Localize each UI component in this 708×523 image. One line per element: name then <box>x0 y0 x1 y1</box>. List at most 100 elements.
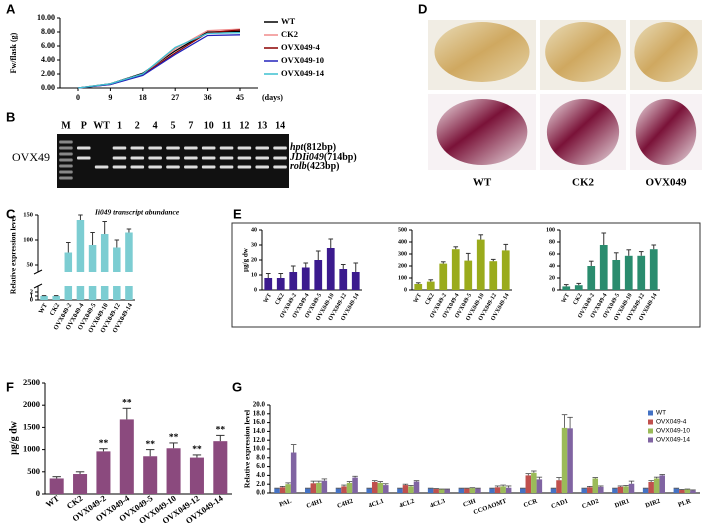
bar <box>574 285 583 290</box>
bar <box>397 488 403 493</box>
gel-band <box>112 146 127 150</box>
band-label: hpt(812bp) <box>290 142 336 153</box>
y-tick-label: 60 <box>549 251 555 257</box>
y-tick-label: 0 <box>254 287 257 293</box>
bar <box>321 480 328 493</box>
gel-band <box>237 146 252 150</box>
bar <box>637 255 646 290</box>
bar <box>274 488 280 493</box>
gel-band <box>59 164 73 168</box>
band-label: JDIi049(714bp) <box>289 152 357 163</box>
gel-band <box>112 156 127 160</box>
gel-band <box>219 146 234 150</box>
y-tick-label: 20.0 <box>253 401 266 409</box>
x-tick-label: PLR <box>677 498 692 509</box>
lane-label: 13 <box>257 120 267 131</box>
gel-band <box>76 156 91 160</box>
gel-band <box>59 152 73 156</box>
bar <box>673 488 680 493</box>
y-tick-label: 0 <box>404 287 407 293</box>
gel-band <box>59 158 73 162</box>
photo-tissue <box>546 99 620 165</box>
bar <box>653 478 660 493</box>
bar <box>76 220 85 300</box>
photo-tissue <box>434 22 530 82</box>
bar <box>623 486 629 493</box>
bar <box>587 266 596 290</box>
bar <box>464 260 473 290</box>
x-tick-label: CK2 <box>424 293 435 306</box>
gel-band <box>130 156 145 160</box>
legend-label: OVX049-14 <box>656 437 690 444</box>
lane-label: M <box>61 120 71 131</box>
bar <box>505 487 512 493</box>
panel-label: C <box>6 206 16 221</box>
gel-band <box>112 165 127 169</box>
y-tick-label: 18.0 <box>253 409 266 417</box>
x-tick-label: DIR2 <box>644 498 661 510</box>
x-axis-unit: (days) <box>262 93 283 102</box>
lane-label: 12 <box>239 120 249 131</box>
lane-label: P <box>81 120 87 131</box>
y-tick-label: 2000 <box>23 399 40 409</box>
gel-band <box>184 156 198 160</box>
axis-break-mark <box>33 269 43 275</box>
y-tick-label: 1500 <box>23 421 40 431</box>
y-tick-label: 150 <box>23 211 33 218</box>
legend-swatch <box>648 410 653 416</box>
y-tick-label: 0.0 <box>256 489 265 497</box>
column-label: OVX049 <box>646 177 687 189</box>
gel-band <box>148 165 162 169</box>
bar <box>458 488 465 493</box>
y-tick-label: 300 <box>398 251 407 257</box>
bar <box>489 488 495 493</box>
x-tick-label: CK2 <box>274 293 285 306</box>
gel-band <box>255 146 270 150</box>
y-tick-label: 40 <box>549 263 555 269</box>
gel-band <box>59 146 73 150</box>
bar <box>408 486 414 493</box>
gel-band <box>166 156 180 160</box>
panel-label: G <box>232 379 242 394</box>
bar <box>501 250 510 290</box>
bar <box>402 485 409 493</box>
gel-image <box>57 134 289 188</box>
bar <box>49 478 64 494</box>
lane-label: 7 <box>188 120 193 131</box>
x-tick-label: PAL <box>278 497 293 508</box>
bar <box>624 255 633 290</box>
bar <box>628 483 635 493</box>
y-tick-label: 0.00 <box>41 83 55 92</box>
panel-label: A <box>6 1 16 16</box>
photo-tissue <box>634 22 698 82</box>
x-tick-label: 4CL1 <box>368 498 385 510</box>
bar <box>316 482 322 493</box>
y-tick-label: 10.00 <box>37 13 55 22</box>
gel-band <box>130 165 145 169</box>
bar <box>279 487 286 493</box>
legend-label: OVX049-14 <box>281 68 325 78</box>
bar <box>439 263 448 290</box>
bar <box>351 272 360 290</box>
gel-band <box>59 140 73 144</box>
y-tick-label: 16.0 <box>253 418 266 426</box>
bar <box>40 296 48 300</box>
bar <box>648 482 654 493</box>
significance-label: ** <box>192 445 202 455</box>
gel-band <box>201 165 216 169</box>
bar <box>659 475 665 493</box>
y-tick-label: 6.0 <box>256 462 265 470</box>
bar <box>494 487 501 493</box>
bar <box>383 485 389 493</box>
bar <box>301 267 310 290</box>
bar <box>525 475 532 493</box>
column-label: WT <box>473 177 492 189</box>
gel-band <box>237 165 252 169</box>
bar <box>264 278 273 290</box>
band-gene: rolb <box>290 161 307 172</box>
y-axis-label: Fw/flask (g) <box>9 32 18 73</box>
axis-break <box>34 272 136 286</box>
y-axis-label: Relative expression level <box>243 410 252 488</box>
gel-band <box>273 165 287 169</box>
bar <box>305 488 311 493</box>
